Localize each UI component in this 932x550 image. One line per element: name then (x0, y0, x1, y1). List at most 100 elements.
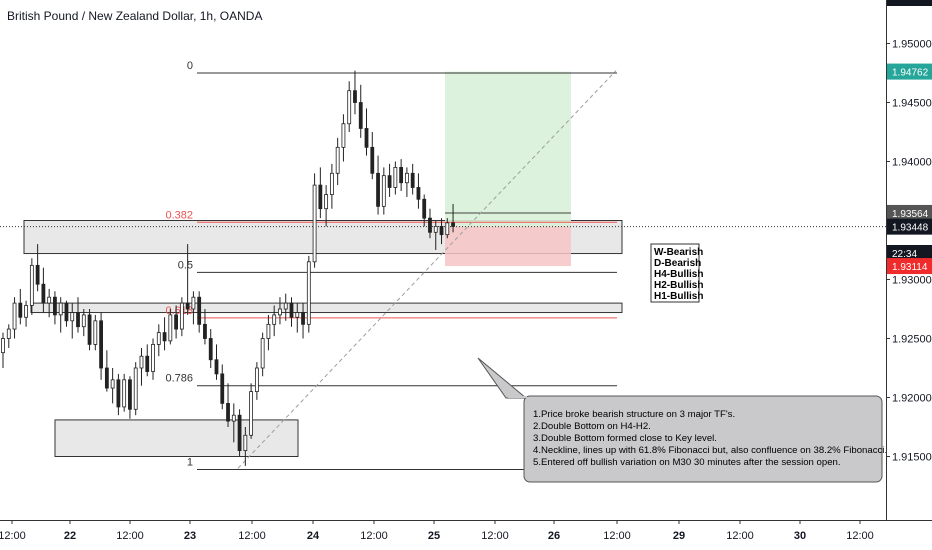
candle-body (272, 314, 277, 325)
candle (197, 291, 202, 333)
time-tick-label: 12:00 (846, 530, 874, 542)
candle-body (197, 296, 202, 325)
time-tick-label: 12:00 (360, 530, 388, 542)
candle-body (6, 328, 11, 339)
candle-body (312, 184, 317, 263)
candle-body (353, 90, 357, 103)
candle (214, 344, 219, 380)
candle (110, 368, 115, 404)
note-line: 2.Double Bottom on H4-H2. (533, 421, 651, 432)
candle (410, 163, 415, 195)
candle (376, 155, 380, 215)
candle-body (35, 264, 40, 285)
candle-body (220, 373, 225, 404)
candle (191, 291, 196, 325)
trend-bias-item: H4-Bullish (654, 269, 703, 280)
candle-body (324, 194, 329, 210)
candle-body (283, 302, 288, 310)
candle-body (318, 184, 323, 210)
candle-body (341, 123, 346, 148)
candle-body (381, 175, 386, 207)
candle-body (47, 296, 52, 304)
price-badge-label: 1.94762 (892, 68, 929, 79)
candle-body (416, 187, 421, 200)
candle (266, 314, 271, 351)
candle-body (445, 222, 450, 236)
fib-level-label: 1 (187, 456, 193, 468)
candle-body (393, 166, 398, 188)
take-profit-zone (445, 71, 571, 227)
time-tick-label: 29 (673, 530, 685, 542)
candle-body (168, 314, 173, 342)
candle-body (254, 367, 259, 393)
time-tick-label: 12:00 (481, 530, 509, 542)
candle-body (433, 225, 438, 233)
candle-body (1, 338, 5, 354)
candle (335, 137, 340, 186)
candle (145, 344, 150, 377)
notes-callout: 1.Price broke bearish structure on 3 maj… (477, 357, 887, 483)
candle-body (208, 338, 213, 361)
price-badge-label: 22:34 (892, 249, 917, 260)
price-label-top (887, 0, 932, 6)
price-badge: 22:34 (887, 245, 932, 261)
candle (318, 167, 323, 219)
time-tick-label: 25 (428, 530, 440, 542)
candle-body (41, 283, 46, 304)
candle-body (306, 261, 311, 325)
candle (104, 350, 109, 392)
price-badge-label: 1.93564 (892, 209, 929, 220)
double-bottom-zone (54, 419, 299, 458)
candle (243, 427, 248, 466)
time-tick-label: 30 (794, 530, 806, 542)
candle (387, 163, 392, 197)
time-tick-label: 22 (64, 530, 76, 542)
time-tick-label: 12:00 (238, 530, 266, 542)
candle (168, 309, 173, 345)
candle-body (214, 359, 219, 375)
price-badge: 1.94762 (887, 63, 932, 80)
candle (370, 132, 375, 180)
candle-body (370, 146, 375, 174)
candle-body (24, 305, 28, 318)
price-tick-label: 1.91500 (892, 452, 932, 464)
candle (306, 255, 311, 333)
callout-pointer (477, 357, 528, 399)
fib-level-label: 0.5 (178, 259, 193, 271)
candle-body (439, 225, 444, 236)
candle-body (399, 166, 404, 184)
candle (93, 314, 98, 351)
candle (324, 185, 329, 227)
candle-body (99, 320, 103, 369)
candle (237, 409, 242, 457)
note-line: 3.Double Bottom formed close to Key leve… (533, 433, 717, 444)
candle (272, 305, 277, 337)
price-badge: 1.93114 (887, 258, 932, 275)
price-tick-label: 1.93000 (892, 275, 932, 287)
price-tick-label: 1.94500 (892, 98, 932, 110)
candle (179, 297, 184, 337)
candle (295, 303, 300, 333)
candle-body (145, 355, 150, 372)
candle-body (451, 222, 455, 227)
notes-box (523, 395, 883, 483)
candle-body (329, 172, 334, 195)
candle-body (358, 102, 363, 129)
candle-body (410, 172, 415, 188)
candle-body (231, 414, 236, 422)
candle-body (76, 312, 80, 328)
trend-bias-item: W-Bearish (654, 247, 703, 258)
candle (220, 364, 225, 410)
candle (364, 108, 369, 156)
time-axis-bg (0, 520, 932, 550)
candle (439, 218, 444, 245)
trend-bias-box: W-BearishD-BearishH4-BullishH2-BullishH1… (650, 243, 703, 303)
candle (203, 309, 207, 345)
candle-body (203, 323, 207, 339)
price-tick-label: 1.95000 (892, 39, 932, 51)
price-tick-label: 1.92500 (892, 334, 932, 346)
candle-body (179, 302, 184, 330)
candle-body (249, 391, 254, 436)
candle-body (278, 308, 282, 316)
